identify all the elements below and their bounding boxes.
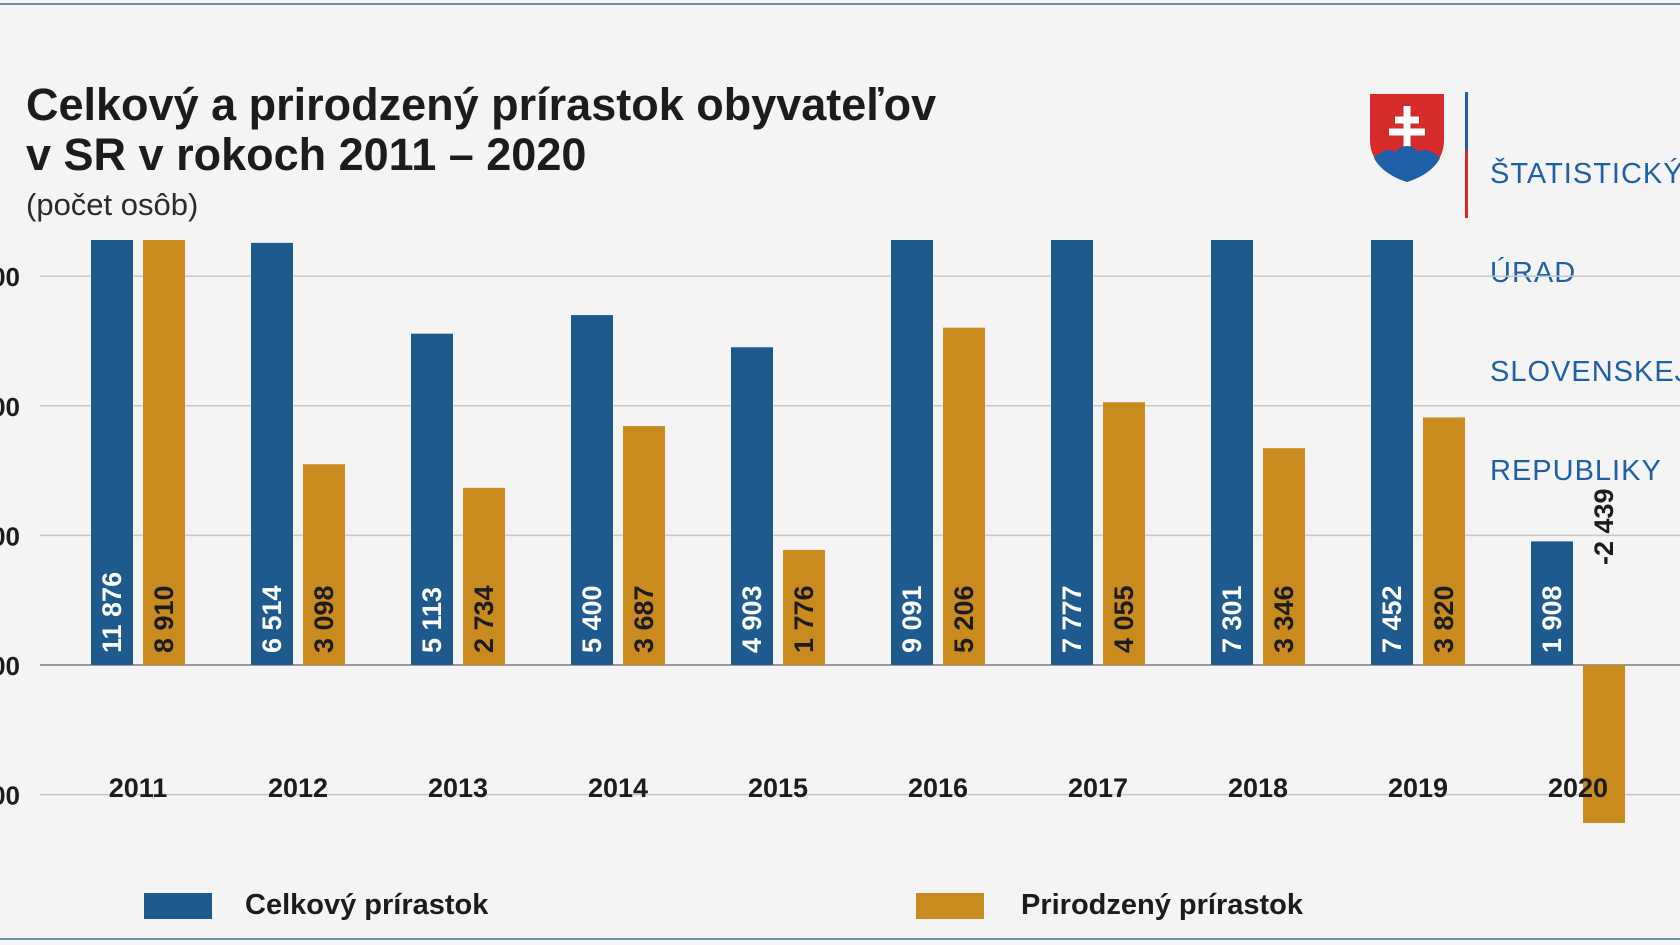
data-label-celkovy-2012: 6 514 (257, 585, 287, 653)
data-label-prirodzeny-2013: 2 734 (469, 585, 499, 653)
bottom-frame-line (0, 938, 1680, 940)
x-tick-label-2015: 2015 (748, 773, 808, 803)
x-tick-label-2020: 2020 (1548, 773, 1608, 803)
legend-label-prirodzeny: Prirodzený prírastok (1021, 889, 1304, 921)
logo-text: ŠTATISTICKÝ ÚRAD SLOVENSKEJ REPUBLIKY (1490, 92, 1680, 554)
bar-celkovy-2014 (571, 315, 613, 665)
x-tick-label-2013: 2013 (428, 773, 488, 803)
data-label-celkovy-2011: 11 876 (97, 572, 127, 653)
slovak-coat-of-arms-icon (1370, 94, 1444, 182)
bar-prirodzeny-2019 (1423, 417, 1465, 665)
data-label-prirodzeny-2014: 3 687 (629, 585, 659, 653)
bar-prirodzeny-2011 (143, 240, 185, 665)
logo-line-2: ÚRAD (1490, 257, 1577, 289)
chart-title: Celkový a prirodzený prírastok obyvateľo… (26, 80, 936, 180)
data-label-prirodzeny-2012: 3 098 (309, 585, 339, 653)
bar-prirodzeny-2017 (1103, 402, 1145, 665)
bar-celkovy-2013 (411, 333, 453, 665)
data-label-celkovy-2019: 7 452 (1377, 585, 1407, 653)
x-tick-label-2012: 2012 (268, 773, 328, 803)
title-line-1: Celkový a prirodzený prírastok obyvateľo… (26, 79, 937, 130)
x-tick-label-2014: 2014 (588, 773, 648, 803)
bar-prirodzeny-2013 (463, 487, 505, 665)
data-label-celkovy-2016: 9 091 (897, 585, 927, 653)
data-label-prirodzeny-2011: 8 910 (149, 585, 179, 653)
legend: Celkový prírastok Prirodzený prírastok (0, 889, 1680, 921)
bar-celkovy-2015 (731, 347, 773, 665)
y-tick-label: 00 (0, 262, 20, 292)
legend-label-celkovy: Celkový prírastok (245, 889, 489, 921)
chart-subtitle: (počet osôb) (26, 187, 199, 222)
bar-celkovy-2016 (891, 240, 933, 665)
data-label-prirodzeny-2017: 4 055 (1109, 585, 1139, 653)
data-label-celkovy-2013: 5 113 (417, 587, 447, 653)
bar-celkovy-2020 (1531, 541, 1573, 665)
x-tick-label-2017: 2017 (1068, 773, 1128, 803)
y-tick-label: 00 (0, 392, 20, 422)
statistical-office-logo: ŠTATISTICKÝ ÚRAD SLOVENSKEJ REPUBLIKY (1368, 92, 1680, 487)
bar-prirodzeny-2012 (303, 464, 345, 665)
logo-line-3: SLOVENSKEJ (1490, 356, 1680, 388)
x-tick-label-2011: 2011 (109, 773, 168, 803)
x-tick-label-2018: 2018 (1228, 773, 1288, 803)
logo-divider-red (1465, 150, 1468, 218)
y-tick-label: 00 (0, 781, 20, 811)
logo-line-1: ŠTATISTICKÝ (1490, 158, 1680, 190)
bar-prirodzeny-2020 (1583, 665, 1625, 824)
data-label-prirodzeny-2020: -2 439 (1589, 488, 1619, 565)
bar-celkovy-2012 (251, 242, 293, 665)
bar-prirodzeny-2014 (623, 426, 665, 665)
title-line-2: v SR v rokoch 2011 – 2020 (26, 129, 587, 180)
bar-prirodzeny-2015 (783, 549, 825, 665)
bar-celkovy-2011 (91, 240, 133, 666)
logo-line-4: REPUBLIKY (1490, 455, 1662, 487)
logo-divider-blue (1465, 92, 1468, 150)
x-tick-label-2016: 2016 (908, 773, 968, 803)
data-label-celkovy-2015: 4 903 (737, 585, 767, 653)
data-label-prirodzeny-2015: 1 776 (789, 585, 819, 653)
x-tick-label-2019: 2019 (1388, 773, 1448, 803)
data-label-prirodzeny-2019: 3 820 (1429, 585, 1459, 653)
data-label-celkovy-2020: 1 908 (1537, 585, 1567, 653)
legend-swatch-prirodzeny (916, 893, 984, 919)
top-frame-line (0, 3, 1680, 5)
data-label-prirodzeny-2016: 5 206 (949, 585, 979, 653)
y-tick-label: 00 (0, 651, 20, 681)
bar-celkovy-2019 (1371, 240, 1413, 665)
data-label-prirodzeny-2018: 3 346 (1269, 585, 1299, 653)
data-label-celkovy-2018: 7 301 (1217, 585, 1247, 653)
bar-prirodzeny-2018 (1263, 448, 1305, 665)
bar-celkovy-2018 (1211, 240, 1253, 665)
data-label-celkovy-2017: 7 777 (1057, 585, 1087, 653)
y-tick-label: 00 (0, 521, 20, 551)
bar-celkovy-2017 (1051, 240, 1093, 665)
bar-prirodzeny-2016 (943, 327, 985, 665)
legend-swatch-celkovy (144, 893, 212, 919)
data-label-celkovy-2014: 5 400 (577, 585, 607, 653)
